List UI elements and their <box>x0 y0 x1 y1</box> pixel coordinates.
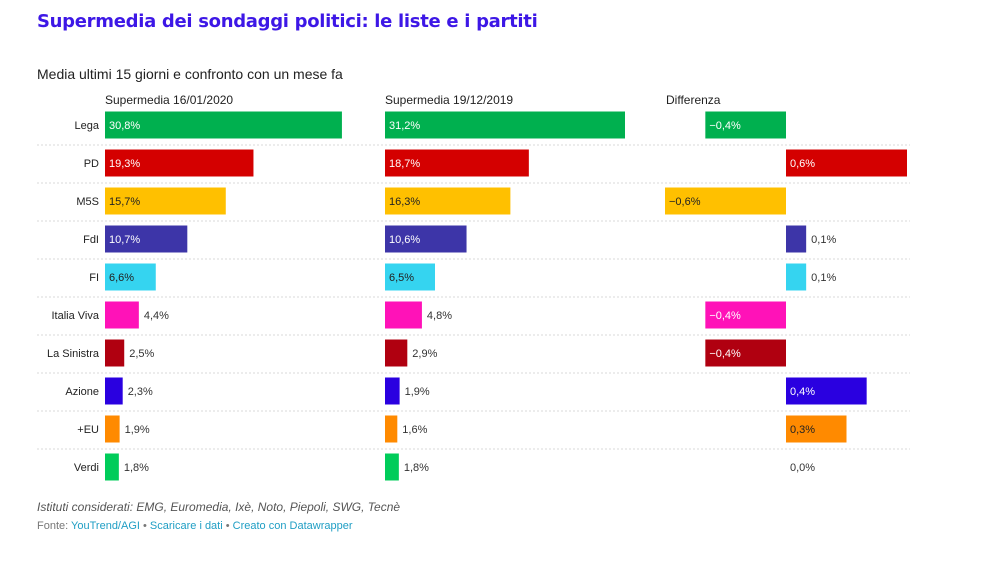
diff-value-label: 0,1% <box>811 234 836 246</box>
bar-value-label: 6,5% <box>389 272 414 284</box>
bar-value-label: 1,8% <box>124 462 149 474</box>
bar-value-label: 4,8% <box>427 310 452 322</box>
chart-notes: Istituti considerati: EMG, Euromedia, Ix… <box>37 500 401 514</box>
category-label: Lega <box>75 120 100 132</box>
bar-previous <box>385 301 422 329</box>
diff-value-label: 0,6% <box>790 158 815 170</box>
bar-current <box>105 187 226 215</box>
bar-value-label: 31,2% <box>389 120 420 132</box>
bar-previous <box>385 225 467 253</box>
category-label: Italia Viva <box>52 310 100 322</box>
category-label: +EU <box>77 424 99 436</box>
category-label: FI <box>89 272 99 284</box>
diff-value-label: 0,0% <box>790 462 815 474</box>
bar-previous <box>385 149 529 177</box>
bar-previous <box>385 453 399 481</box>
footer-separator: • <box>222 520 233 532</box>
bar-value-label: 18,7% <box>389 158 420 170</box>
bar-value-label: 4,4% <box>144 310 169 322</box>
diff-value-label: 0,3% <box>790 424 815 436</box>
chart-subtitle: Media ultimi 15 giorni e confronto con u… <box>37 66 343 82</box>
diff-value-label: −0,4% <box>709 348 741 360</box>
bar-current <box>105 149 254 177</box>
bar-value-label: 30,8% <box>109 120 140 132</box>
bar-previous <box>385 377 400 405</box>
source-link[interactable]: YouTrend/AGI <box>71 520 140 532</box>
column-header-previous: Supermedia 19/12/2019 <box>385 93 514 107</box>
diff-value-label: −0,6% <box>669 196 701 208</box>
bar-difference <box>786 149 907 177</box>
source-prefix: Fonte: <box>37 520 72 532</box>
bar-difference <box>705 301 786 329</box>
category-label: Azione <box>65 386 99 398</box>
category-label: PD <box>84 158 99 170</box>
chart-title: Supermedia dei sondaggi politici: le lis… <box>37 11 538 32</box>
bar-previous <box>385 415 398 443</box>
bar-difference <box>705 339 786 367</box>
bar-current <box>105 415 120 443</box>
datawrapper-link[interactable]: Creato con Datawrapper <box>232 520 353 532</box>
bar-value-label: 16,3% <box>389 196 420 208</box>
bar-value-label: 15,7% <box>109 196 140 208</box>
bar-current <box>105 377 123 405</box>
bar-value-label: 2,3% <box>128 386 153 398</box>
bar-current <box>105 225 188 253</box>
bar-chart: Lega 30,8% 31,2% −0,4% PD 19,3% 18,7% 0,6% M5S 15… <box>37 111 910 481</box>
bar-difference <box>786 225 807 253</box>
diff-value-label: 0,4% <box>790 386 815 398</box>
category-label: M5S <box>76 196 99 208</box>
category-label: La Sinistra <box>47 348 100 360</box>
category-label: FdI <box>83 234 99 246</box>
bar-previous <box>385 187 511 215</box>
bar-value-label: 1,6% <box>402 424 427 436</box>
bar-current <box>105 111 342 139</box>
category-label: Verdi <box>74 462 99 474</box>
bar-current <box>105 453 119 481</box>
column-header-current: Supermedia 16/01/2020 <box>105 93 234 107</box>
bar-current <box>105 339 125 367</box>
diff-value-label: 0,1% <box>811 272 836 284</box>
bar-difference <box>786 263 807 291</box>
bar-value-label: 10,7% <box>109 234 140 246</box>
bar-previous <box>385 263 435 291</box>
diff-value-label: −0,4% <box>709 310 741 322</box>
bar-difference <box>665 187 786 215</box>
bar-previous <box>385 111 625 139</box>
bar-value-label: 1,9% <box>125 424 150 436</box>
bar-value-label: 2,5% <box>129 348 154 360</box>
chart-footer: Fonte: YouTrend/AGI • Scaricare i dati •… <box>37 520 353 532</box>
bar-value-label: 19,3% <box>109 158 140 170</box>
bar-difference <box>786 415 847 443</box>
download-data-link[interactable]: Scaricare i dati <box>149 520 223 532</box>
bar-difference <box>705 111 786 139</box>
bar-current <box>105 263 156 291</box>
bar-value-label: 2,9% <box>412 348 437 360</box>
diff-value-label: −0,4% <box>709 120 741 132</box>
bar-current <box>105 301 139 329</box>
bar-previous <box>385 339 408 367</box>
bar-difference <box>786 377 867 405</box>
footer-separator: • <box>139 520 150 532</box>
bar-value-label: 6,6% <box>109 272 134 284</box>
bar-value-label: 1,9% <box>405 386 430 398</box>
bar-value-label: 10,6% <box>389 234 420 246</box>
column-header-difference: Differenza <box>666 93 721 107</box>
bar-value-label: 1,8% <box>404 462 429 474</box>
